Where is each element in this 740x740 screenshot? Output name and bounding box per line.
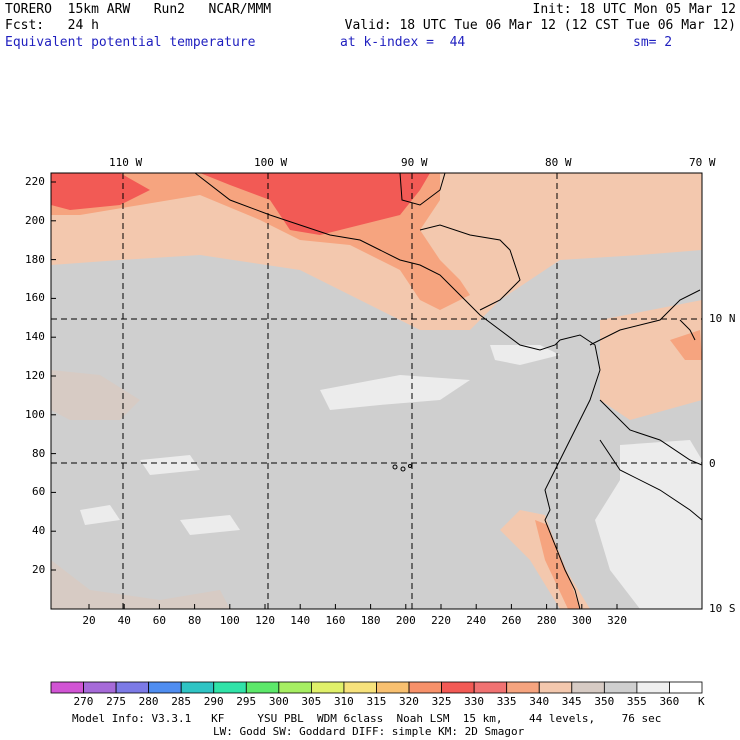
colorbar-swatch <box>245 681 280 694</box>
x-axis-label: 260 <box>501 614 522 627</box>
colorbar-label: 300 <box>268 695 289 708</box>
y-axis-label: 120 <box>25 369 45 382</box>
physics-info: LW: Godd SW: Goddard DIFF: simple KM: 2D… <box>213 725 525 738</box>
colorbar-swatch <box>669 681 703 694</box>
lon-label-80w: 80 W <box>545 156 572 169</box>
level-label: at k-index = 44 <box>340 35 466 50</box>
colorbar-swatch <box>148 681 182 694</box>
colorbar-label: 315 <box>366 695 387 708</box>
coastlines <box>194 173 702 609</box>
x-axis-label: 80 <box>188 614 202 627</box>
field-name: Equivalent potential temperature <box>5 35 256 50</box>
colorbar-label: 350 <box>594 695 615 708</box>
colorbar-label: 285 <box>171 695 192 708</box>
model-info: Model Info: V3.3.1 KF YSU PBL WDM 6class… <box>72 712 662 725</box>
y-axis-label: 220 <box>25 175 45 188</box>
colorbar-label: 360 <box>659 695 680 708</box>
y-axis-label: 200 <box>25 213 45 227</box>
colorbar-label: 290 <box>203 695 224 708</box>
x-axis-label: 60 <box>152 614 167 627</box>
x-axis-label: 20 <box>82 614 96 627</box>
graticule <box>51 173 702 609</box>
colorbar-swatch <box>376 681 410 694</box>
lon-label-70w: 70 W <box>689 156 716 169</box>
lon-label-110w: 110 W <box>109 156 143 169</box>
colorbar-swatch <box>180 681 215 694</box>
colorbar-swatch <box>636 681 670 694</box>
colorbar-swatch <box>50 681 84 694</box>
valid-time: Valid: 18 UTC Tue 06 Mar 12 (12 CST Tue … <box>344 18 736 33</box>
colorbar-swatch <box>603 681 638 694</box>
colorbar-label: 325 <box>431 695 452 708</box>
colorbar-label: 355 <box>626 695 647 708</box>
y-axis-label: 40 <box>32 524 46 538</box>
colorbar-label: 330 <box>464 695 485 708</box>
map-figure <box>50 172 703 610</box>
colorbar-swatch <box>506 681 540 694</box>
colorbar-label: 310 <box>333 695 354 708</box>
y-axis-label: 20 <box>32 563 46 576</box>
x-axis-label: 200 <box>395 614 416 627</box>
colorbar-label: 335 <box>496 695 517 708</box>
colorbar-swatch <box>538 681 573 694</box>
x-axis-label: 240 <box>466 614 487 627</box>
colorbar-swatch <box>571 681 605 694</box>
lat-label-10s: 10 S <box>709 602 736 615</box>
colorbar-label: 275 <box>106 695 126 708</box>
forecast-hour: Fcst: 24 h <box>5 18 99 33</box>
x-axis-label: 100 <box>219 614 240 627</box>
colorbar-label: 345 <box>561 695 582 708</box>
x-axis-label: 320 <box>607 614 627 627</box>
colorbar-swatch <box>213 681 247 694</box>
y-axis-label: 60 <box>32 485 46 499</box>
colorbar-swatch <box>83 681 117 694</box>
y-axis-label: 100 <box>25 407 45 421</box>
lat-label-10n: 10 N <box>709 312 736 325</box>
colorbar-label: 305 <box>301 695 322 708</box>
x-axis-label: 120 <box>255 614 275 627</box>
smoothing-label: sm= 2 <box>633 35 673 50</box>
map-frame <box>50 172 703 610</box>
colorbar <box>50 681 703 694</box>
x-axis-label: 220 <box>431 614 451 627</box>
init-time: Init: 18 UTC Mon 05 Mar 12 <box>532 2 737 17</box>
x-axis-label: 180 <box>360 614 381 627</box>
lon-label-90w: 90 W <box>401 156 428 169</box>
colorbar-swatch <box>343 681 377 694</box>
colorbar-swatch <box>278 681 312 694</box>
x-axis-label: 160 <box>325 614 346 627</box>
colorbar-label: 340 <box>529 695 550 708</box>
colorbar-swatch <box>310 681 345 694</box>
x-axis-label: 300 <box>571 614 592 627</box>
colorbar-swatch <box>408 681 442 694</box>
map-fill <box>51 173 702 609</box>
colorbar-label: 295 <box>236 695 257 708</box>
model-title: TORERO 15km ARW Run2 NCAR/MMM <box>5 2 272 17</box>
lat-label-0: 0 <box>709 457 716 470</box>
colorbar-unit: K <box>698 695 705 708</box>
lon-label-100w: 100 W <box>254 156 288 169</box>
x-axis-label: 280 <box>536 614 557 627</box>
y-axis-label: 180 <box>25 252 45 266</box>
colorbar-label: 320 <box>399 695 419 708</box>
colorbar-swatch <box>441 681 475 694</box>
colorbar-label: 270 <box>73 695 94 708</box>
colorbar-swatch <box>473 681 508 694</box>
y-axis-label: 140 <box>25 330 45 344</box>
colorbar-swatch <box>115 681 150 694</box>
x-axis-label: 40 <box>117 614 131 627</box>
colorbar-label: 280 <box>138 695 159 708</box>
y-axis-label: 80 <box>32 446 46 460</box>
x-axis-label: 140 <box>290 614 311 627</box>
y-axis-label: 160 <box>25 291 45 305</box>
